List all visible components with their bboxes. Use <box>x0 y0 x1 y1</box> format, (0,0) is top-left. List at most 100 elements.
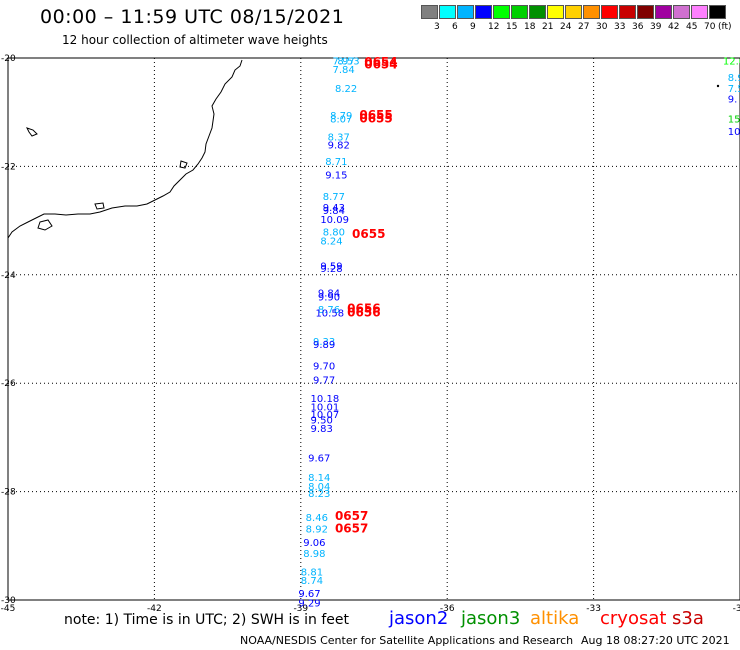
wave-height-label: 10.09 <box>320 215 349 226</box>
wave-height-label: 12.0 <box>723 57 740 68</box>
wave-height-label: 8.14 <box>308 473 330 484</box>
map-frame <box>7 57 740 601</box>
scale-label: 45 <box>686 22 698 32</box>
island-outline <box>26 127 38 137</box>
wave-height-label: 8.77 <box>323 192 345 203</box>
time-label: 0656 <box>347 301 380 315</box>
lon-tick-label: -30 <box>733 604 740 614</box>
satellite-legend-item: altika <box>530 608 580 629</box>
scale-label: (ft) <box>718 22 732 32</box>
scale-swatch <box>709 5 726 19</box>
wave-height-label: 9.28 <box>320 264 342 275</box>
wave-height-label: 8.46 <box>306 513 328 524</box>
wave-height-label: 8.24 <box>320 237 342 248</box>
wave-height-label: 8.07 <box>330 115 352 126</box>
scale-label: 6 <box>452 22 458 32</box>
scale-swatch <box>511 5 528 19</box>
lat-tick-label: -24 <box>1 271 16 281</box>
wave-height-label: 10 <box>728 127 740 138</box>
wave-height-label: 10.18 <box>311 394 340 405</box>
time-label: 0657 <box>335 521 368 535</box>
lat-tick-label: -22 <box>1 162 16 172</box>
lon-tick-label: -36 <box>440 604 455 614</box>
scale-swatch <box>619 5 636 19</box>
wave-height-label: 10.01 <box>311 403 340 414</box>
footer-credit: NOAA/NESDIS Center for Satellite Applica… <box>240 634 574 647</box>
lon-tick-label: -39 <box>293 604 308 614</box>
scale-label: 12 <box>488 22 500 32</box>
scale-swatch <box>655 5 672 19</box>
wave-height-label: 8.53 <box>337 57 359 68</box>
scale-label: 27 <box>578 22 590 32</box>
scale-swatch <box>601 5 618 19</box>
wave-height-label: 8.04 <box>308 482 330 493</box>
time-label: 0654 <box>364 58 397 72</box>
wave-height-label: 8.74 <box>301 576 323 587</box>
wave-height-label: 7.84 <box>333 65 355 76</box>
scale-label: 21 <box>542 22 554 32</box>
wave-height-label: 9.83 <box>311 424 333 435</box>
wave-height-label: 8.76 <box>318 305 340 316</box>
wave-height-label: 9.90 <box>318 292 340 303</box>
wave-height-label: 8.37 <box>328 133 350 144</box>
page-title: 00:00 – 11:59 UTC 08/15/2021 <box>40 6 345 28</box>
scale-swatch <box>475 5 492 19</box>
satellite-legend-item: jason2 <box>389 608 449 629</box>
wave-height-label: 9. <box>728 95 738 106</box>
lat-tick-label: -26 <box>1 379 16 389</box>
wave-height-label: 8.22 <box>335 84 357 95</box>
scale-swatch <box>547 5 564 19</box>
time-label: 0654 <box>364 55 397 69</box>
island-outline <box>179 160 188 169</box>
time-label: 0655 <box>352 227 385 241</box>
wave-height-label: 8.23 <box>308 489 330 500</box>
footer-note: note: 1) Time is in UTC; 2) SWH is in fe… <box>64 612 350 628</box>
wave-height-label: 9.82 <box>328 141 350 152</box>
scale-label: 36 <box>632 22 644 32</box>
time-label: 0655 <box>359 108 392 122</box>
lon-tick-label: -33 <box>586 604 601 614</box>
scale-swatch <box>583 5 600 19</box>
wave-height-label: 8.9 <box>728 73 740 84</box>
scale-label: 9 <box>470 22 476 32</box>
lat-tick-label: -30 <box>1 596 16 606</box>
wave-height-label: 8.80 <box>323 227 345 238</box>
scale-label: 24 <box>560 22 572 32</box>
scale-label: 33 <box>614 22 626 32</box>
wave-height-label: 9.67 <box>308 453 330 464</box>
wave-height-label: 9.89 <box>313 340 335 351</box>
footer-timestamp: Aug 18 08:27:20 UTC 2021 <box>581 634 730 647</box>
satellite-legend-item: s3a <box>672 608 704 629</box>
wave-height-label: 15 <box>728 115 740 126</box>
wave-height-label: 8.92 <box>306 524 328 535</box>
lon-tick-label: -42 <box>147 604 162 614</box>
scale-label: 15 <box>506 22 518 32</box>
scale-swatch <box>439 5 456 19</box>
scale-swatch <box>529 5 546 19</box>
island-outline <box>94 202 105 210</box>
scale-label: 39 <box>650 22 662 32</box>
wave-height-label: 9.29 <box>298 599 320 610</box>
coastline <box>7 59 243 239</box>
scale-swatch <box>421 5 438 19</box>
scale-swatch <box>457 5 474 19</box>
wave-height-label: 7.97 <box>333 57 355 68</box>
wave-height-label: 9.84 <box>318 289 340 300</box>
time-label: 0655 <box>359 112 392 126</box>
lat-tick-label: -20 <box>1 54 16 64</box>
wave-height-label: 8.98 <box>303 549 325 560</box>
wave-height-label: 9.15 <box>325 171 347 182</box>
page-subtitle: 12 hour collection of altimeter wave hei… <box>62 33 328 47</box>
wave-height-label: 9.33 <box>313 337 335 348</box>
wave-height-label: 9.06 <box>303 538 325 549</box>
scale-swatch <box>637 5 654 19</box>
lat-tick-label: -28 <box>1 488 16 498</box>
scale-swatch <box>493 5 510 19</box>
time-label: 0657 <box>335 509 368 523</box>
island-outline <box>37 219 53 231</box>
scale-label: 3 <box>434 22 440 32</box>
satellite-legend-item: jason3 <box>461 608 521 629</box>
wave-height-label: 9.50 <box>311 416 333 427</box>
wave-height-label: 9.70 <box>313 361 335 372</box>
scale-label: 18 <box>524 22 536 32</box>
